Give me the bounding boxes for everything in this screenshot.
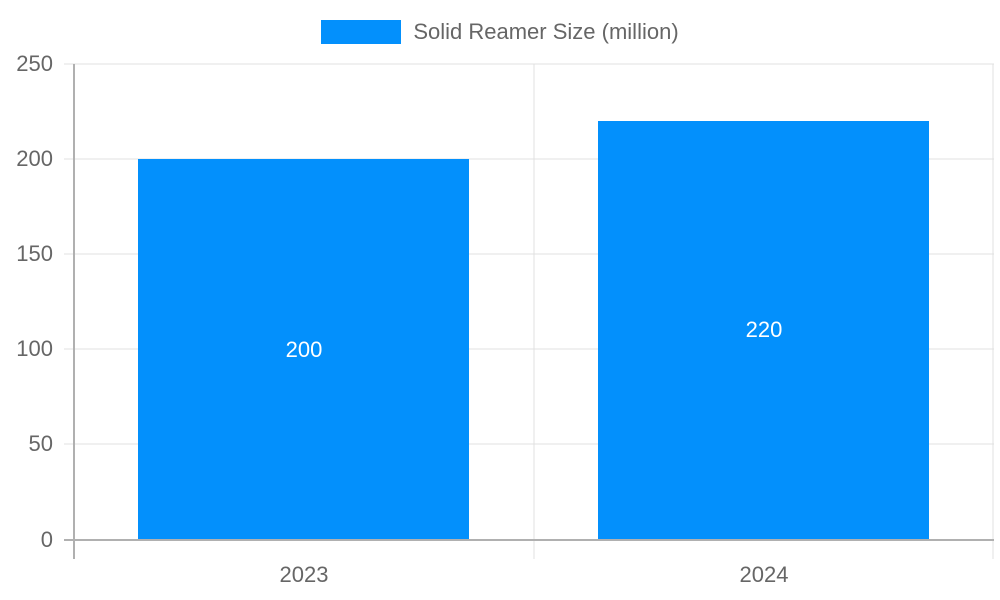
bar-2023[interactable]: [138, 159, 469, 540]
bar-value-label: 220: [745, 317, 783, 342]
y-tick-50: 50: [28, 431, 53, 456]
y-tick-150: 150: [16, 241, 53, 266]
legend-label: Solid Reamer Size (million): [413, 19, 679, 44]
chart-legend[interactable]: Solid Reamer Size (million): [0, 19, 1000, 45]
vertical-gridlines: [533, 64, 994, 559]
legend-swatch: [321, 20, 402, 44]
x-tick-2023: 2023: [279, 562, 329, 587]
y-tick-200: 200: [16, 146, 53, 171]
y-tick-250: 250: [16, 51, 53, 76]
y-tick-0: 0: [40, 527, 53, 552]
bar-2024[interactable]: [598, 121, 929, 540]
x-tick-2024: 2024: [739, 562, 789, 587]
bar-value-label: 200: [285, 337, 323, 362]
y-tick-100: 100: [16, 336, 53, 361]
